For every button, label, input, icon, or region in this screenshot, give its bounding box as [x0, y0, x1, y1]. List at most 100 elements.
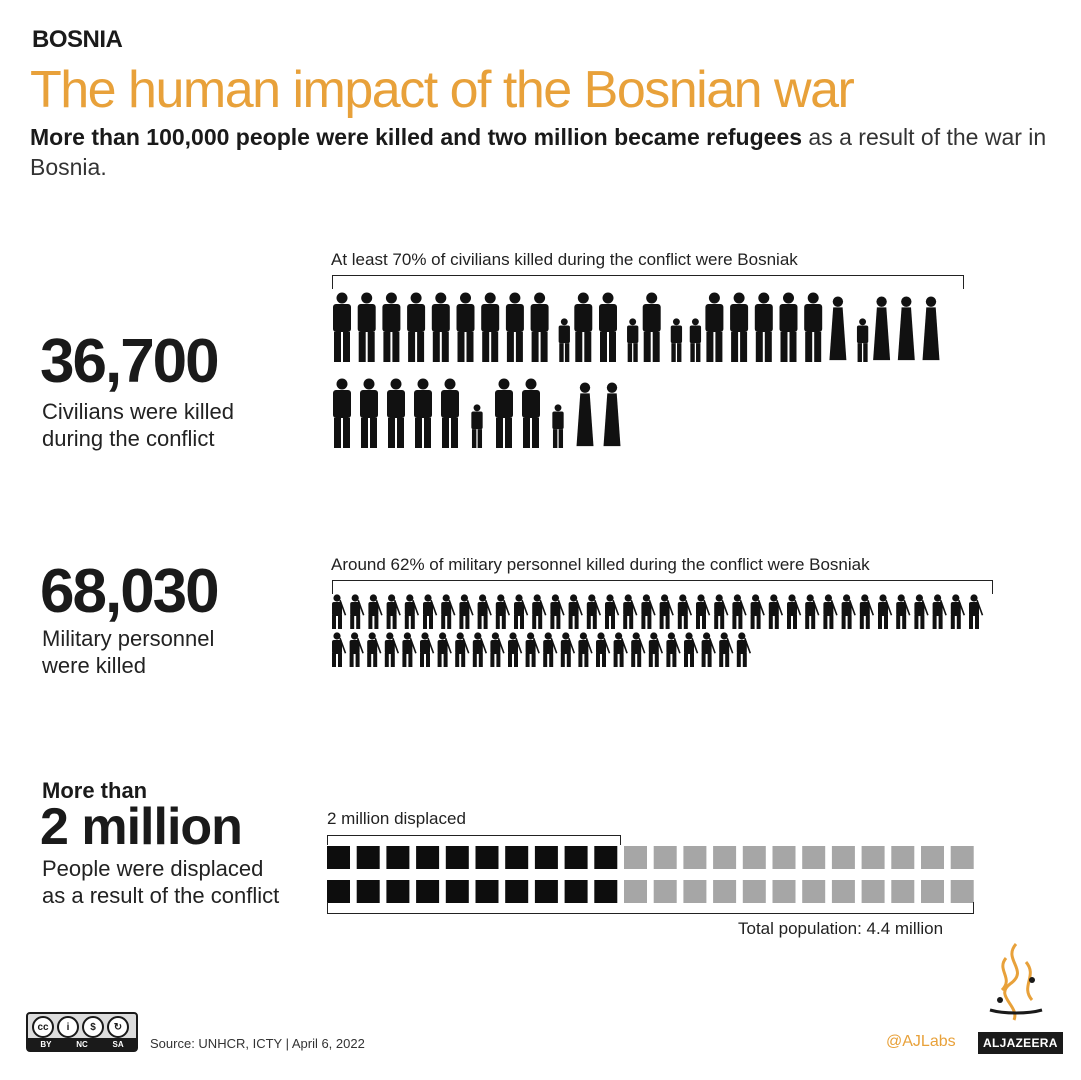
- displaced-square: [356, 846, 380, 869]
- population-square: [772, 880, 796, 903]
- displaced-square: [564, 846, 588, 869]
- civilian-silhouette-icon: [603, 382, 621, 447]
- kicker: BOSNIA: [32, 26, 123, 53]
- population-square: [742, 846, 766, 869]
- license-nc: NC: [76, 1039, 88, 1049]
- civilian-silhouette-icon: [829, 296, 847, 361]
- soldier-silhouette-icon: [714, 594, 729, 629]
- population-square: [742, 880, 766, 903]
- soldier-silhouette-icon: [684, 632, 699, 667]
- soldier-silhouette-icon: [823, 594, 838, 629]
- displaced-bracket: [327, 835, 621, 845]
- civilian-silhouette-icon: [627, 318, 639, 362]
- military-desc: Military personnel were killed: [42, 625, 214, 679]
- soldier-silhouette-icon: [560, 632, 576, 667]
- soldier-silhouette-icon: [896, 594, 911, 629]
- civilian-silhouette-icon: [642, 292, 661, 362]
- soldier-silhouette-icon: [586, 594, 602, 629]
- ajlabs-handle[interactable]: @AJLabs: [886, 1033, 956, 1050]
- total-bracket: [327, 902, 974, 914]
- civilian-silhouette-icon: [576, 382, 594, 447]
- population-square: [653, 880, 677, 903]
- soldier-silhouette-icon: [514, 594, 529, 629]
- soldier-silhouette-icon: [332, 594, 347, 629]
- displaced-square: [594, 880, 618, 903]
- soldier-silhouette-icon: [532, 594, 547, 629]
- soldier-silhouette-icon: [631, 632, 646, 667]
- civilian-silhouette-icon: [552, 404, 564, 448]
- military-figures-row-2: [330, 632, 770, 675]
- population-square: [683, 846, 707, 869]
- soldier-silhouette-icon: [386, 594, 401, 629]
- displaced-prefix: More than: [42, 778, 148, 803]
- population-square: [831, 880, 855, 903]
- soldier-silhouette-icon: [605, 594, 620, 629]
- civilian-silhouette-icon: [558, 318, 570, 362]
- soldier-silhouette-icon: [420, 632, 435, 667]
- civilians-desc-line1: Civilians were killed: [42, 399, 234, 424]
- soldier-silhouette-icon: [367, 632, 382, 667]
- population-square: [921, 846, 944, 869]
- displaced-square: [475, 880, 499, 903]
- soldier-silhouette-icon: [696, 594, 711, 629]
- civilian-silhouette-icon: [471, 404, 483, 448]
- soldier-silhouette-icon: [459, 594, 474, 629]
- displaced-square: [386, 880, 410, 903]
- civilians-bracket-label: At least 70% of civilians killed during …: [331, 250, 798, 269]
- civilian-silhouette-icon: [407, 292, 426, 362]
- soldier-silhouette-icon: [490, 632, 505, 667]
- cc-license-badge: cc i $ ↻ BY NC SA: [26, 1012, 138, 1052]
- displaced-square: [505, 846, 529, 869]
- soldier-silhouette-icon: [402, 632, 417, 667]
- aljazeera-logo-icon: [989, 943, 1043, 1021]
- civilian-silhouette-icon: [922, 296, 940, 361]
- civilians-figures-row-2: [330, 376, 630, 455]
- displaced-square: [445, 846, 469, 869]
- cc-license-bar: BY NC SA: [28, 1038, 136, 1050]
- civilian-silhouette-icon: [481, 292, 500, 362]
- population-square: [831, 846, 855, 869]
- soldier-silhouette-icon: [596, 632, 611, 667]
- soldier-silhouette-icon: [332, 632, 347, 667]
- soldier-silhouette-icon: [350, 594, 365, 629]
- nc-icon: $: [82, 1016, 104, 1038]
- soldier-silhouette-icon: [648, 632, 664, 667]
- displaced-square: [534, 880, 558, 903]
- soldier-silhouette-icon: [423, 594, 438, 629]
- soldier-silhouette-icon: [568, 594, 583, 629]
- soldier-silhouette-icon: [736, 632, 752, 667]
- displaced-square: [534, 846, 558, 869]
- displaced-square: [475, 846, 499, 869]
- displaced-square: [594, 846, 618, 869]
- soldier-silhouette-icon: [404, 594, 420, 629]
- civilians-number: 36,700: [40, 327, 220, 396]
- civilians-bracket: [332, 275, 964, 289]
- soldier-silhouette-icon: [969, 594, 984, 629]
- soldier-silhouette-icon: [623, 594, 638, 629]
- subtitle-bold: More than 100,000 people were killed and…: [30, 124, 803, 150]
- civilian-silhouette-icon: [897, 296, 915, 361]
- population-square: [653, 846, 677, 869]
- displaced-square: [564, 880, 588, 903]
- displaced-square: [327, 880, 350, 903]
- soldier-silhouette-icon: [914, 594, 929, 629]
- soldier-silhouette-icon: [787, 594, 802, 629]
- displaced-desc-line2: as a result of the conflict: [42, 883, 280, 908]
- soldier-silhouette-icon: [613, 632, 628, 667]
- soldier-silhouette-icon: [659, 594, 674, 629]
- displaced-square: [356, 880, 380, 903]
- license-by: BY: [40, 1039, 52, 1049]
- subtitle: More than 100,000 people were killed and…: [30, 122, 1070, 182]
- military-bracket-label: Around 62% of military personnel killed …: [331, 555, 870, 574]
- civilian-silhouette-icon: [599, 292, 617, 362]
- civilians-figures-row-1: [330, 290, 970, 369]
- soldier-silhouette-icon: [719, 632, 734, 667]
- soldier-silhouette-icon: [477, 594, 492, 629]
- soldier-silhouette-icon: [349, 632, 364, 667]
- civilian-silhouette-icon: [495, 378, 513, 448]
- civilian-silhouette-icon: [856, 318, 869, 362]
- population-square: [861, 880, 885, 903]
- displaced-square: [386, 846, 410, 869]
- population-square: [861, 846, 885, 869]
- soldier-silhouette-icon: [677, 594, 693, 629]
